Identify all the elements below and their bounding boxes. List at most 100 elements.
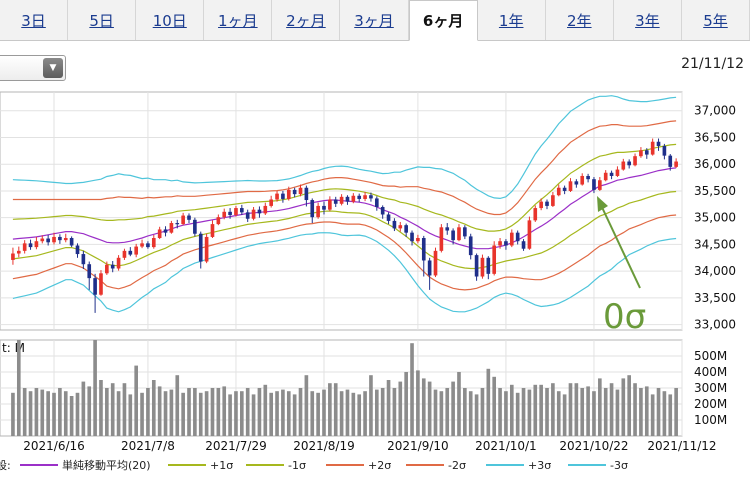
volume-bar (134, 365, 139, 436)
volume-bar (181, 392, 185, 436)
candle-body (674, 161, 678, 167)
volume-bar (656, 388, 661, 436)
candle-body (169, 223, 174, 233)
price-tick-label: 36,500 (694, 130, 736, 144)
volume-bar (251, 394, 256, 436)
candle-body (251, 209, 256, 219)
candle-body (427, 260, 432, 276)
candle-body (351, 195, 356, 202)
candle-body (16, 250, 21, 254)
volume-bar (615, 389, 620, 436)
candle-body (292, 189, 297, 195)
candle-body (451, 230, 455, 241)
volume-bar (28, 391, 33, 436)
volume-bar (122, 383, 127, 436)
tab-period-9[interactable]: 3年 (614, 0, 682, 40)
volume-bar (369, 375, 373, 436)
volume-bar (363, 391, 367, 436)
tab-period-0[interactable]: 3日 (0, 0, 69, 40)
candle-body (363, 195, 367, 199)
volume-bar (163, 391, 168, 436)
candle-body (539, 201, 543, 209)
legend-label: -1σ (288, 459, 306, 472)
candle-body (650, 141, 655, 155)
candle-body (480, 257, 485, 277)
volume-bar (386, 380, 391, 436)
volume-bar (69, 396, 74, 436)
candle-body (515, 232, 520, 242)
candle-body (81, 254, 86, 265)
price-tick-label: 35,500 (694, 184, 736, 198)
chart-type-select[interactable]: ▼ (0, 55, 66, 81)
volume-bar (627, 375, 631, 436)
x-tick-label: 2021/6/16 (23, 439, 85, 453)
candle-body (662, 146, 667, 156)
period-tabs: 3日 5日 10日 1ヶ月 2ヶ月 3ヶ月 6ヶ月 1年 2年 3年 5年 (0, 0, 750, 41)
candle-body (58, 236, 62, 241)
volume-bar (351, 392, 356, 436)
tab-period-8[interactable]: 2年 (546, 0, 614, 40)
volume-bar (257, 388, 262, 436)
volume-bar (662, 391, 667, 436)
candle-body (310, 200, 315, 218)
candle-body (333, 199, 338, 204)
tab-period-7[interactable]: 1年 (478, 0, 546, 40)
tab-period-5[interactable]: 3ヶ月 (340, 0, 409, 40)
candle-body (257, 209, 262, 214)
price-tick-label: 34,500 (694, 237, 736, 251)
candle-body (298, 187, 303, 195)
volume-bar (116, 391, 121, 436)
volume-bar (269, 392, 273, 436)
volume-bar (46, 391, 50, 436)
candle-body (181, 215, 185, 225)
volume-bar (668, 394, 673, 436)
volume-bar (175, 375, 180, 436)
candle-body (609, 172, 614, 176)
tab-period-1[interactable]: 5日 (68, 0, 137, 40)
volume-bar (562, 394, 567, 436)
candle-body (281, 193, 285, 199)
volume-bar (286, 391, 291, 436)
volume-bar (498, 388, 502, 436)
volume-bar (633, 383, 637, 436)
volume-bar (222, 386, 227, 436)
volume-bar (146, 388, 150, 436)
tab-period-6[interactable]: 6ヶ月 (408, 0, 478, 41)
volume-bar (357, 394, 362, 436)
tab-period-2[interactable]: 10日 (136, 0, 205, 40)
volume-bar (75, 392, 80, 436)
candle-body (245, 212, 250, 219)
volume-bar (644, 386, 649, 436)
candle-body (345, 196, 350, 202)
candle-body (122, 250, 127, 258)
candle-body (668, 155, 673, 167)
candle-body (386, 214, 391, 221)
volume-bar (204, 391, 209, 436)
volume-bar (451, 381, 455, 436)
band-minus-2sigma (12, 214, 677, 291)
volume-bar (515, 392, 520, 436)
volume-bar (22, 388, 27, 436)
candle-body (46, 238, 50, 243)
x-tick-label: 2021/8/19 (293, 439, 355, 453)
volume-bar (292, 394, 297, 436)
band-plus-2sigma (12, 120, 677, 216)
volume-bar (486, 368, 491, 436)
annotation-0sigma: 0σ (603, 297, 646, 337)
candle-body (627, 161, 631, 166)
volume-bar (52, 392, 56, 436)
volume-bar (521, 388, 526, 436)
legend-label: +3σ (528, 459, 551, 472)
candle-body (445, 227, 450, 231)
tab-period-4[interactable]: 2ヶ月 (272, 0, 341, 40)
volume-bar (392, 388, 397, 436)
tab-period-3[interactable]: 1ヶ月 (204, 0, 273, 40)
legend-label: 単純移動平均(20) (62, 458, 151, 472)
volume-bar (339, 391, 344, 436)
chevron-down-icon[interactable]: ▼ (43, 58, 63, 78)
candle-body (175, 223, 180, 225)
candle-body (457, 227, 461, 241)
volume-bar (328, 383, 332, 436)
candle-body (87, 264, 92, 279)
volume-tick-label: 200M (694, 397, 727, 411)
